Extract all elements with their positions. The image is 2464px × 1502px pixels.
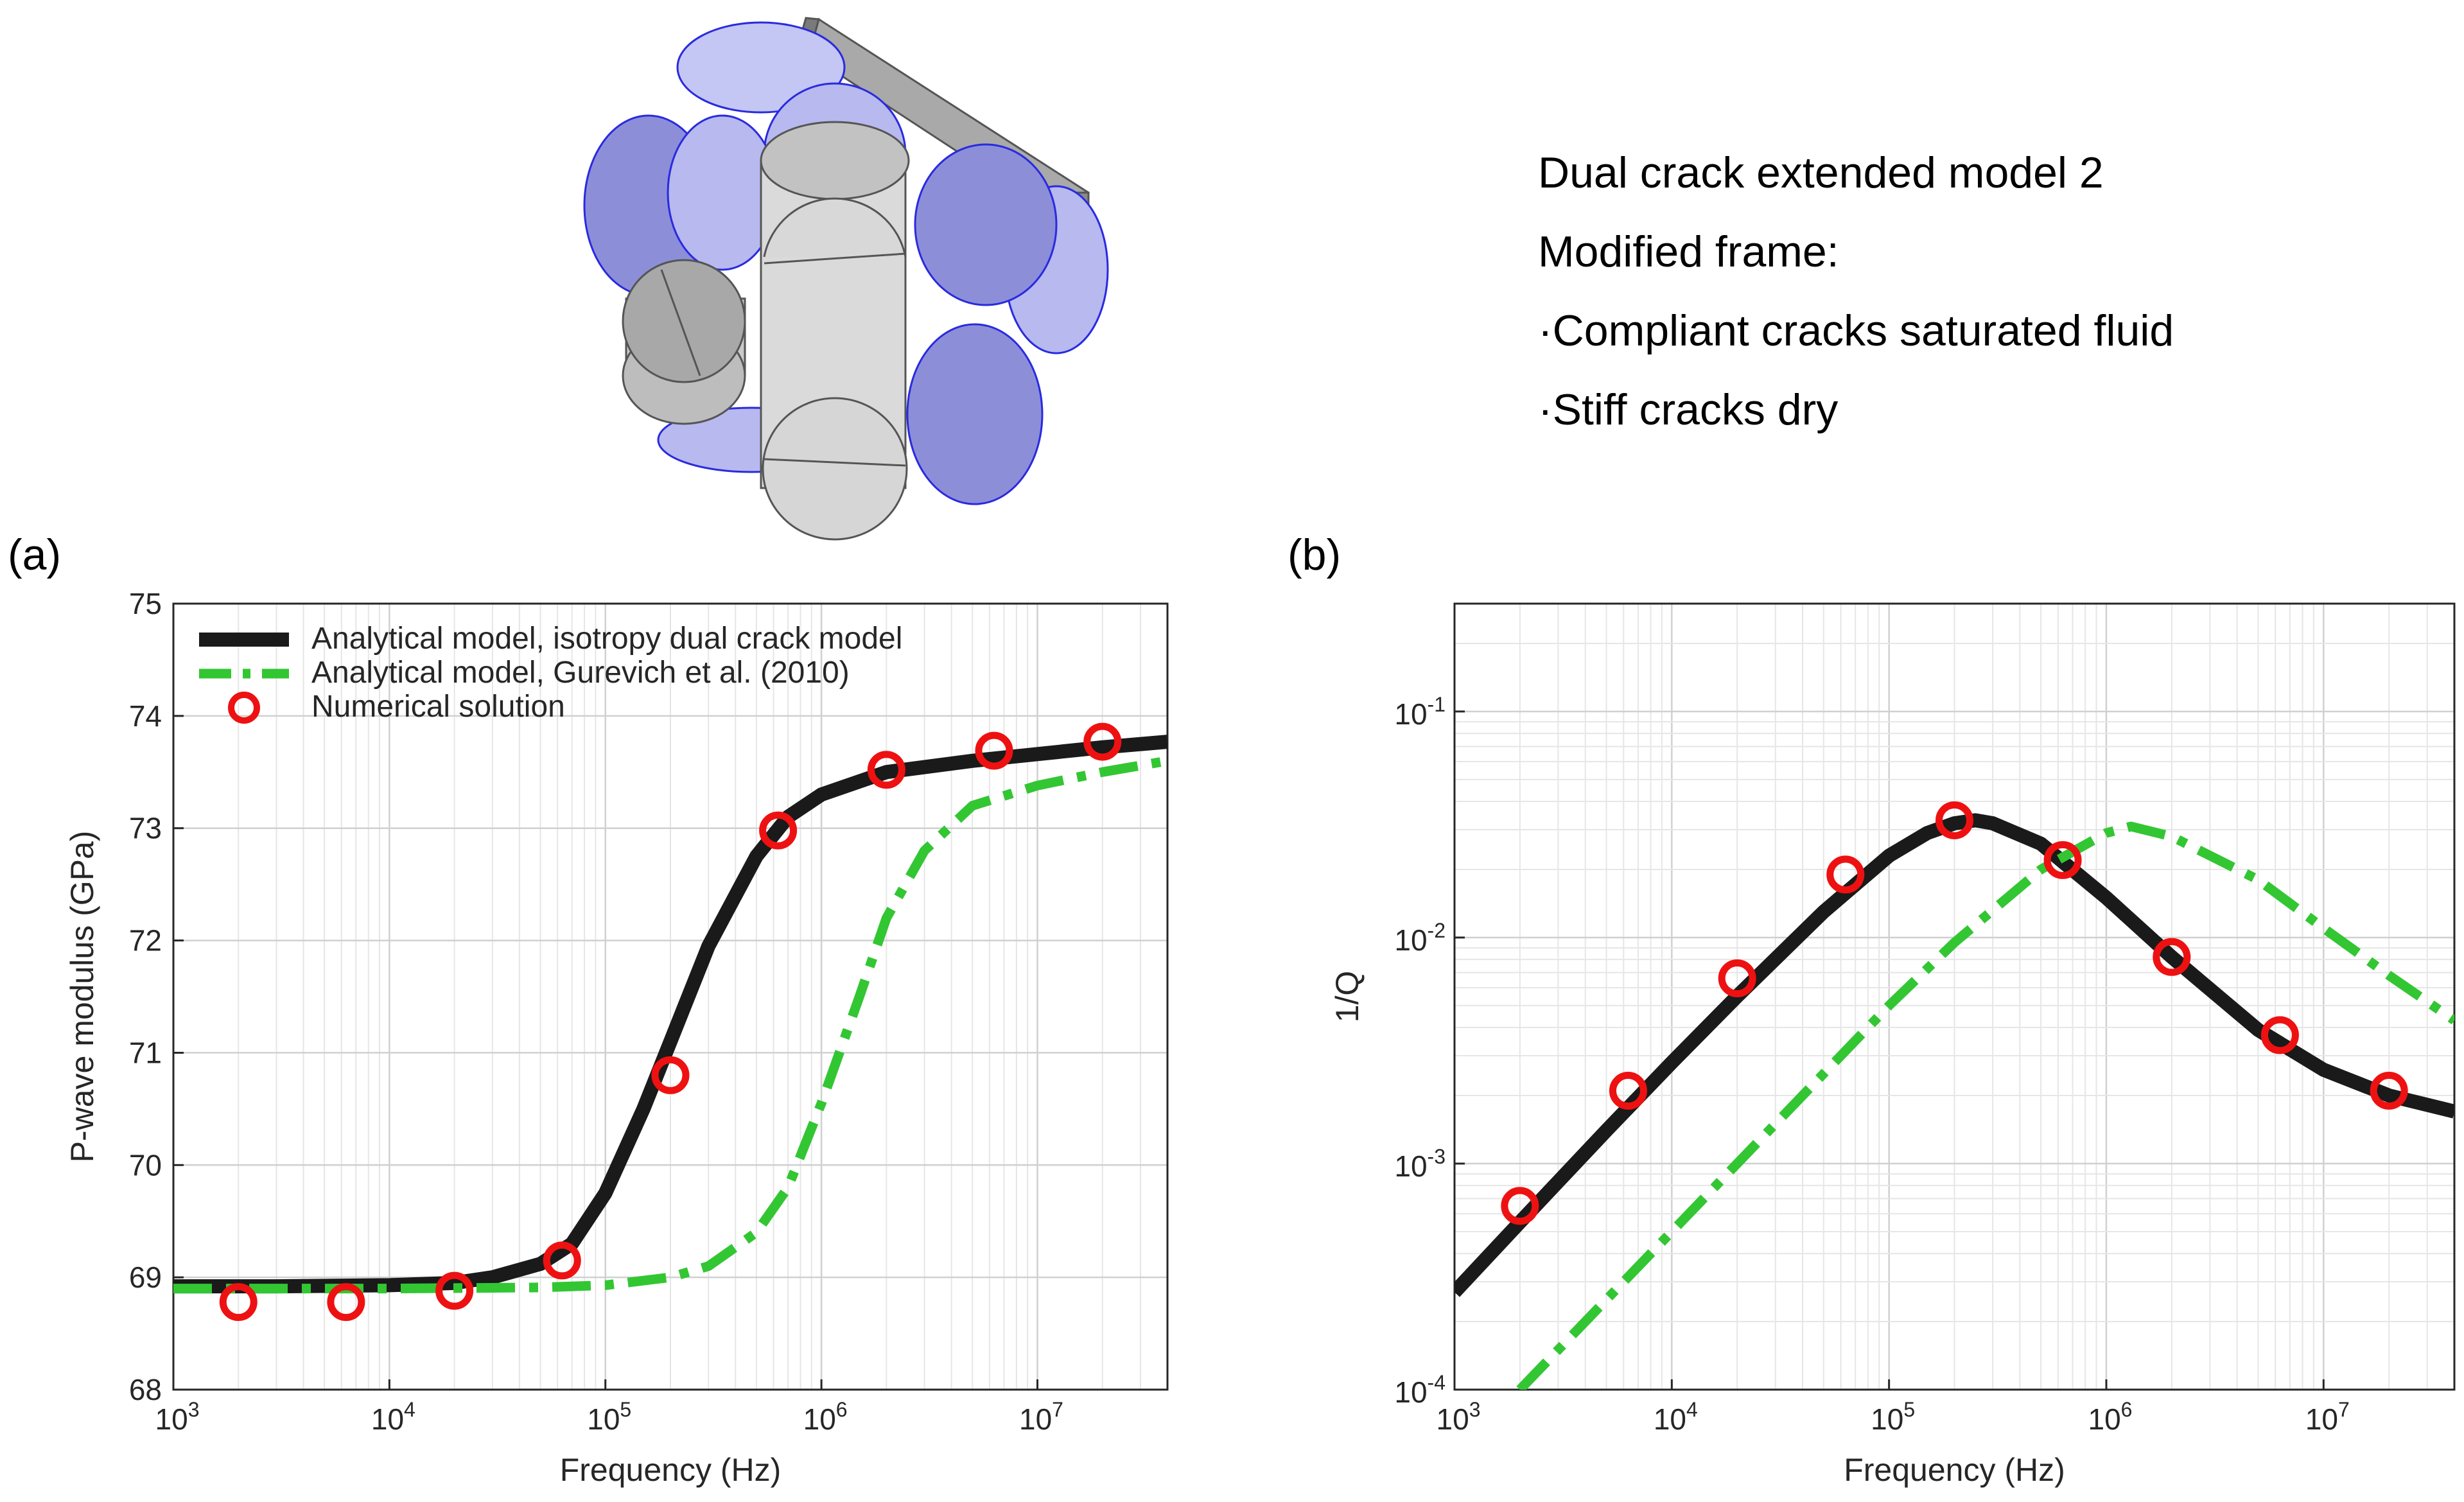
analytical-gurevich-curve bbox=[173, 756, 1167, 1294]
x-tick-label: 106 bbox=[2088, 1398, 2132, 1436]
numerical-solution-marker bbox=[1935, 801, 1973, 839]
numerical-solution-marker bbox=[867, 751, 905, 789]
numerical-solution-marker bbox=[1609, 1072, 1647, 1110]
numerical-solution-marker bbox=[1718, 959, 1756, 997]
y-tick-label: 10-3 bbox=[1394, 1145, 1446, 1183]
x-tick-label: 103 bbox=[155, 1398, 200, 1436]
x-axis-label: Frequency (Hz) bbox=[560, 1452, 782, 1488]
x-tick-label: 103 bbox=[1437, 1398, 1481, 1436]
bullet-stiff-cracks: ·Stiff cracks dry bbox=[1538, 385, 1838, 434]
y-tick-label: 72 bbox=[129, 924, 162, 957]
crack-model-3d-illustration bbox=[583, 17, 1109, 541]
axes-frame bbox=[1453, 602, 2456, 1391]
chart-b-attenuation: 103 104 105 106 107 10-4 10-3 10-2 10-1 Frequency… bbox=[1329, 602, 2456, 1488]
numerical-solution-marker bbox=[2153, 938, 2191, 976]
numerical-solution-marker bbox=[975, 731, 1013, 770]
numerical-solution-marker bbox=[543, 1241, 581, 1280]
panel-a-label: (a) bbox=[8, 530, 61, 579]
compliant-crack-disk bbox=[906, 323, 1044, 505]
y-tick-label: 10-4 bbox=[1394, 1371, 1446, 1409]
y-tick-label: 10-2 bbox=[1394, 919, 1446, 957]
pore-cylinder-left bbox=[622, 259, 746, 425]
y-axis-label: P-wave modulus (GPa) bbox=[64, 831, 100, 1163]
x-axis-label: Frequency (Hz) bbox=[1844, 1452, 2065, 1488]
legend-entry-label: Numerical solution bbox=[311, 690, 565, 724]
x-tick-label: 105 bbox=[587, 1398, 631, 1436]
y-tick-label: 70 bbox=[129, 1148, 162, 1182]
model-title: Dual crack extended model 2 bbox=[1538, 148, 2104, 197]
x-tick-label: 104 bbox=[1654, 1398, 1698, 1436]
y-tick-label: 75 bbox=[129, 587, 162, 620]
bullet-compliant-cracks: ·Compliant cracks saturated fluid bbox=[1538, 306, 2174, 355]
y-tick-label: 10-1 bbox=[1394, 693, 1446, 731]
axes-frame bbox=[172, 602, 1169, 1391]
numerical-solution-marker bbox=[219, 1283, 258, 1322]
x-tick-label: 105 bbox=[1871, 1398, 1915, 1436]
y-axis-label: 1/Q bbox=[1329, 971, 1365, 1023]
series-layer bbox=[1455, 801, 2454, 1390]
numerical-solution-marker bbox=[435, 1271, 474, 1310]
numerical-solution-marker bbox=[1826, 855, 1865, 894]
frame-heading: Modified frame: bbox=[1538, 227, 1839, 276]
numerical-solution-marker bbox=[327, 1283, 365, 1322]
y-tick-label: 69 bbox=[129, 1261, 162, 1294]
x-tick-label: 106 bbox=[803, 1398, 848, 1436]
numerical-solution-marker bbox=[2260, 1016, 2299, 1054]
numerical-solution-marker bbox=[2370, 1072, 2408, 1110]
y-tick-label: 74 bbox=[129, 699, 162, 733]
numerical-solution-marker bbox=[759, 811, 798, 850]
legend-swatch-numerical bbox=[228, 692, 260, 724]
compliant-crack-disk bbox=[914, 143, 1058, 306]
x-tick-label: 104 bbox=[371, 1398, 415, 1436]
numerical-solution-marker bbox=[1083, 722, 1122, 761]
legend-entry-label: Analytical model, isotropy dual crack mo… bbox=[311, 622, 902, 656]
x-tick-label: 107 bbox=[2305, 1398, 2350, 1436]
y-tick-label: 73 bbox=[129, 812, 162, 845]
numerical-solution-marker bbox=[1501, 1187, 1539, 1225]
numerical-solution-marker bbox=[651, 1056, 690, 1094]
chart-a-p-wave-modulus: 103 104 105 106 107 68 69 70 71 72 73 74 75 Frequency… bbox=[64, 587, 1169, 1488]
series-layer bbox=[173, 722, 1167, 1322]
analytical-gurevich-curve bbox=[1516, 821, 2454, 1390]
analytical-isotropy-curve bbox=[173, 735, 1167, 1294]
analytical-isotropy-curve bbox=[1455, 813, 2454, 1297]
compliant-crack-disk bbox=[676, 21, 846, 114]
y-tick-label: 68 bbox=[129, 1373, 162, 1406]
numerical-solution-marker bbox=[2043, 841, 2082, 879]
x-tick-label: 107 bbox=[1019, 1398, 1063, 1436]
panel-b-label: (b) bbox=[1288, 530, 1341, 579]
y-tick-label: 71 bbox=[129, 1036, 162, 1069]
legend-entry-label: Analytical model, Gurevich et al. (2010) bbox=[311, 656, 850, 690]
pore-cylinder-center bbox=[760, 121, 910, 541]
